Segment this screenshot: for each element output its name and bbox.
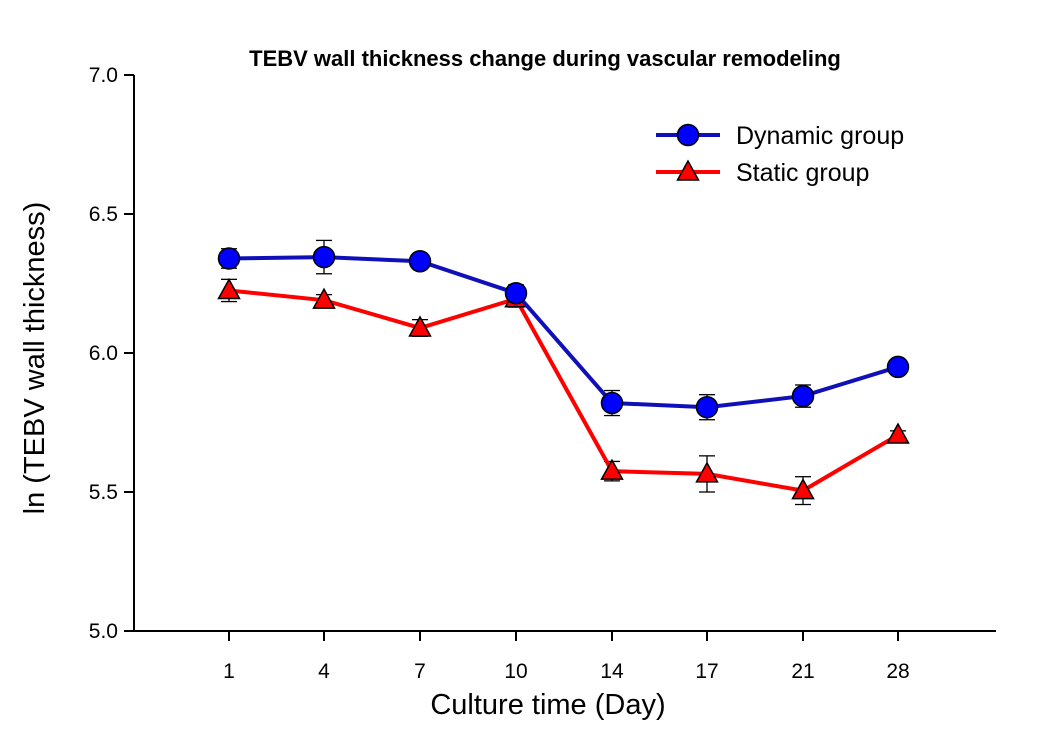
dynamic-group-point: [504, 281, 528, 305]
static-group-point: [312, 287, 336, 309]
dynamic-group-point: [600, 391, 624, 415]
x-tick-label: 1: [223, 660, 235, 683]
legend-label-dynamic-group: Dynamic group: [736, 122, 904, 150]
chart-title: TEBV wall thickness change during vascul…: [249, 46, 841, 71]
dynamic-group-point: [886, 355, 910, 379]
legend: Dynamic group Static group: [656, 122, 904, 187]
dynamic-group-point: [695, 395, 719, 419]
y-tick-label: 6.0: [89, 342, 118, 365]
x-tick-label: 17: [695, 660, 718, 683]
dynamic-group-point: [312, 245, 336, 269]
x-tick-label: 28: [886, 660, 909, 683]
x-tick-label: 7: [414, 660, 426, 683]
static-group-point: [217, 277, 241, 300]
dynamic-group-point: [408, 250, 432, 273]
plot-area: 5.05.56.06.57.01 4 7 10 14 17 21 28: [89, 64, 996, 683]
x-tick-label: 10: [504, 660, 527, 683]
y-axis-label: ln (TEBV wall thickness): [19, 202, 51, 515]
x-tick-label: 4: [318, 660, 330, 683]
y-tick-label: 5.0: [89, 620, 118, 643]
static-group-line: [228, 288, 900, 493]
static-group-point: [886, 422, 910, 444]
y-tick-label: 5.5: [89, 481, 118, 504]
y-tick-label: 7.0: [89, 64, 118, 87]
static-group-point: [791, 478, 815, 500]
legend-marker-dynamic-group: [676, 123, 700, 147]
dynamic-group-line: [228, 255, 899, 410]
y-tick-label: 6.5: [89, 203, 118, 226]
x-axis-label: Culture time (Day): [430, 689, 665, 721]
dynamic-group-point: [791, 384, 815, 408]
static-group-point: [408, 315, 432, 337]
static-group-point: [695, 461, 719, 483]
x-tick-label: 21: [791, 660, 814, 683]
legend-marker-static-group: [676, 159, 700, 181]
dynamic-group-point: [217, 247, 241, 270]
x-tick-label: 14: [600, 660, 624, 683]
legend-label-static-group: Static group: [736, 159, 869, 187]
static-group-point: [600, 458, 624, 480]
